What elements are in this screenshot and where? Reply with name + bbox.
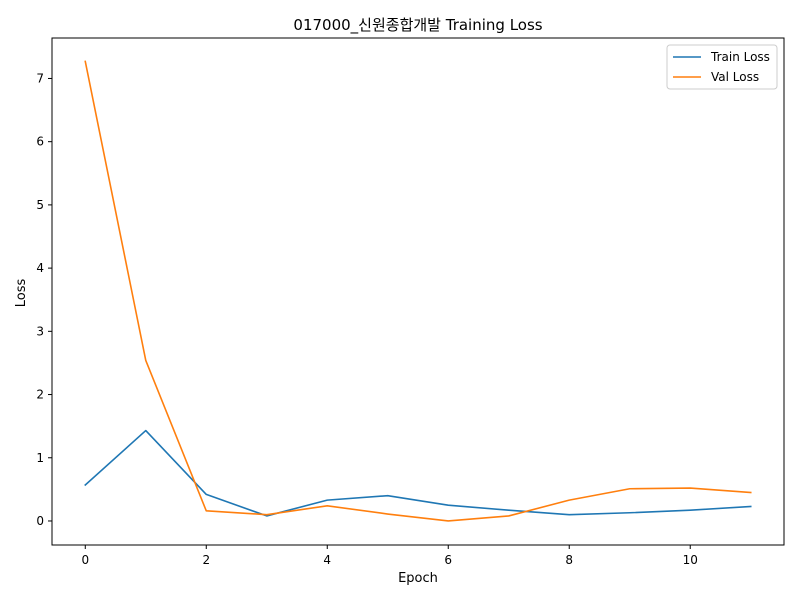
x-tick-label: 4 — [323, 553, 331, 567]
legend-box — [666, 44, 778, 90]
y-tick-label: 7 — [36, 71, 44, 85]
axes: 0 2 4 6 8 10 0 1 2 3 4 5 6 7 — [36, 37, 785, 567]
series-line-1 — [84, 60, 752, 522]
x-tick-label: 10 — [683, 553, 698, 567]
x-tick-label: 0 — [81, 553, 89, 567]
y-tick-label: 5 — [36, 198, 44, 212]
series-line-0 — [84, 429, 752, 517]
plot-area — [84, 60, 752, 522]
legend: Train Loss Val Loss — [666, 44, 778, 90]
legend-label-0: Train Loss — [710, 50, 770, 64]
legend-label-1: Val Loss — [711, 70, 759, 84]
x-axis-label: Epoch — [398, 571, 438, 586]
y-tick-label: 1 — [36, 451, 44, 465]
y-tick-label: 2 — [36, 388, 44, 402]
plot-frame — [51, 37, 785, 546]
x-tick-label: 8 — [565, 553, 573, 567]
y-tick-label: 4 — [36, 261, 44, 275]
y-tick-label: 3 — [36, 324, 44, 338]
y-tick-label: 0 — [36, 514, 44, 528]
x-tick-label: 2 — [202, 553, 210, 567]
y-tick-label: 6 — [36, 135, 44, 149]
chart-title: 017000_신원종합개발 Training Loss — [293, 16, 542, 35]
y-axis-label: Loss — [14, 279, 29, 308]
x-tick-label: 6 — [444, 553, 452, 567]
